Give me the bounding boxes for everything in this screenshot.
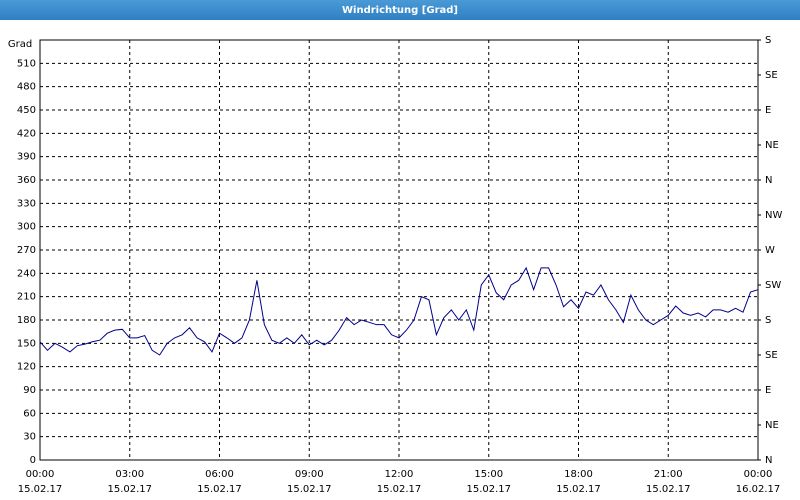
x-tick-label: 21:00 [654,469,683,480]
y-tick-label: 480 [17,82,36,93]
y2-tick-label: N [765,455,772,466]
y-tick-label: 60 [23,408,36,419]
y-tick-label: 390 [17,152,36,163]
y-tick-label: 150 [17,338,36,349]
y-tick-label: 270 [17,245,36,256]
y-tick-label: 30 [23,432,36,443]
y2-tick-label: E [765,105,771,116]
x-tick-date: 15.02.17 [377,484,422,495]
plot-frame [39,39,759,461]
x-tick-date: 15.02.17 [197,484,242,495]
y2-tick-label: SE [765,70,778,81]
x-tick-label: 03:00 [115,469,144,480]
x-tick-date: 15.02.17 [287,484,332,495]
x-tick-date: 15.02.17 [646,484,691,495]
y-tick-label: 330 [17,198,36,209]
y2-tick-label: S [765,315,771,326]
y2-tick-label: NE [765,140,779,151]
y-tick-label: 510 [17,58,36,69]
chart-title: Windrichtung [Grad] [342,5,458,16]
x-tick-label: 00:00 [744,469,773,480]
x-tick-date: 15.02.17 [466,484,511,495]
x-tick-label: 06:00 [205,469,234,480]
x-tick-label: 18:00 [564,469,593,480]
x-tick-date: 16.02.17 [736,484,781,495]
y2-tick-label: W [765,245,775,256]
y-tick-label: 420 [17,128,36,139]
y-axis-label: Grad [8,39,32,50]
data-line [39,266,759,356]
x-tick-date: 15.02.17 [18,484,63,495]
x-tick-date: 15.02.17 [107,484,152,495]
x-tick-label: 09:00 [295,469,324,480]
x-tick-label: 00:00 [26,469,55,480]
y-tick-label: 180 [17,315,36,326]
y-tick-label: 0 [30,455,36,466]
y2-tick-label: E [765,385,771,396]
y-tick-label: 300 [17,222,36,233]
y-tick-label: 210 [17,292,36,303]
y2-tick-label: SE [765,350,778,361]
title-bar [0,0,800,20]
y2-tick-label: NE [765,420,779,431]
y-tick-label: 450 [17,105,36,116]
y2-tick-label: NW [765,210,782,221]
y-tick-label: 240 [17,268,36,279]
y-tick-label: 90 [23,385,36,396]
y-tick-label: 360 [17,175,36,186]
y2-tick-label: N [765,175,772,186]
y2-tick-label: SW [765,280,781,291]
x-tick-label: 15:00 [474,469,503,480]
y2-tick-label: S [765,35,771,46]
y-tick-label: 120 [17,362,36,373]
x-tick-date: 15.02.17 [556,484,601,495]
x-tick-label: 12:00 [385,469,414,480]
